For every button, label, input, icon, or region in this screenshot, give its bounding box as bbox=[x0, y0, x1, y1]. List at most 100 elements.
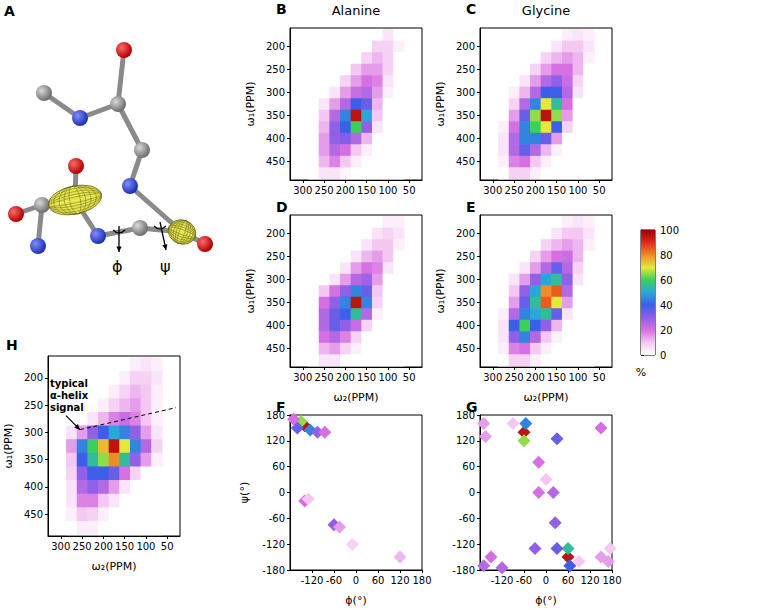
svg-text:80: 80 bbox=[660, 250, 673, 261]
svg-text:-60: -60 bbox=[326, 575, 342, 586]
svg-text:ω₁(PPM): ω₁(PPM) bbox=[2, 424, 15, 469]
svg-text:50: 50 bbox=[403, 372, 416, 383]
svg-text:60: 60 bbox=[562, 575, 575, 586]
svg-text:50: 50 bbox=[593, 185, 606, 196]
svg-text:0: 0 bbox=[353, 575, 359, 586]
svg-text:C: C bbox=[466, 1, 476, 17]
svg-text:D: D bbox=[276, 199, 288, 215]
svg-text:ψ: ψ bbox=[160, 257, 171, 276]
svg-text:450: 450 bbox=[24, 509, 43, 520]
svg-text:-60: -60 bbox=[269, 513, 285, 524]
svg-text:ψ(°): ψ(°) bbox=[238, 482, 251, 503]
svg-text:200: 200 bbox=[266, 228, 285, 239]
svg-text:200: 200 bbox=[526, 185, 545, 196]
svg-text:400: 400 bbox=[266, 133, 285, 144]
svg-text:300: 300 bbox=[293, 372, 312, 383]
svg-text:180: 180 bbox=[456, 410, 475, 421]
svg-text:B: B bbox=[276, 1, 287, 17]
svg-text:200: 200 bbox=[456, 228, 475, 239]
svg-text:450: 450 bbox=[266, 156, 285, 167]
svg-text:60: 60 bbox=[372, 575, 385, 586]
svg-text:300: 300 bbox=[24, 427, 43, 438]
svg-text:180: 180 bbox=[266, 410, 285, 421]
svg-text:ω₂(PPM): ω₂(PPM) bbox=[334, 391, 379, 404]
svg-text:300: 300 bbox=[51, 541, 70, 552]
svg-text:200: 200 bbox=[94, 541, 113, 552]
svg-text:E: E bbox=[466, 199, 476, 215]
svg-text:450: 450 bbox=[266, 343, 285, 354]
svg-text:ϕ(°): ϕ(°) bbox=[345, 594, 366, 607]
svg-text:250: 250 bbox=[315, 372, 334, 383]
svg-text:180: 180 bbox=[602, 575, 621, 586]
svg-text:200: 200 bbox=[336, 372, 355, 383]
svg-text:200: 200 bbox=[336, 185, 355, 196]
svg-text:60: 60 bbox=[462, 461, 475, 472]
svg-text:H: H bbox=[6, 337, 18, 353]
svg-text:A: A bbox=[4, 3, 15, 19]
svg-text:250: 250 bbox=[456, 251, 475, 262]
svg-text:250: 250 bbox=[315, 185, 334, 196]
svg-text:250: 250 bbox=[266, 251, 285, 262]
svg-text:250: 250 bbox=[505, 372, 524, 383]
svg-text:100: 100 bbox=[568, 372, 587, 383]
svg-text:ω₂(PPM): ω₂(PPM) bbox=[524, 391, 569, 404]
svg-text:400: 400 bbox=[266, 320, 285, 331]
svg-text:ϕ: ϕ bbox=[112, 257, 123, 276]
svg-text:120: 120 bbox=[266, 435, 285, 446]
svg-text:250: 250 bbox=[24, 400, 43, 411]
svg-text:200: 200 bbox=[526, 372, 545, 383]
svg-text:50: 50 bbox=[403, 185, 416, 196]
svg-text:%: % bbox=[636, 366, 646, 379]
svg-text:180: 180 bbox=[412, 575, 431, 586]
svg-text:300: 300 bbox=[266, 87, 285, 98]
svg-text:α-helix: α-helix bbox=[50, 390, 92, 401]
svg-text:350: 350 bbox=[456, 297, 475, 308]
svg-text:300: 300 bbox=[456, 274, 475, 285]
svg-text:450: 450 bbox=[456, 343, 475, 354]
svg-text:120: 120 bbox=[390, 575, 409, 586]
svg-text:0: 0 bbox=[660, 350, 666, 361]
svg-text:300: 300 bbox=[266, 274, 285, 285]
svg-text:350: 350 bbox=[456, 110, 475, 121]
svg-text:350: 350 bbox=[24, 454, 43, 465]
svg-text:150: 150 bbox=[547, 185, 566, 196]
svg-text:-120: -120 bbox=[262, 539, 285, 550]
svg-text:typical: typical bbox=[50, 378, 91, 389]
svg-text:200: 200 bbox=[456, 41, 475, 52]
svg-text:400: 400 bbox=[24, 481, 43, 492]
svg-text:400: 400 bbox=[456, 320, 475, 331]
svg-text:100: 100 bbox=[378, 372, 397, 383]
svg-text:450: 450 bbox=[456, 156, 475, 167]
svg-text:120: 120 bbox=[580, 575, 599, 586]
svg-text:ω₂(PPM): ω₂(PPM) bbox=[92, 560, 137, 573]
svg-text:300: 300 bbox=[293, 185, 312, 196]
svg-text:50: 50 bbox=[593, 372, 606, 383]
svg-text:20: 20 bbox=[660, 325, 673, 336]
svg-text:signal: signal bbox=[50, 402, 84, 413]
svg-text:ω₁(PPM): ω₁(PPM) bbox=[434, 269, 447, 314]
svg-text:-120: -120 bbox=[452, 539, 475, 550]
svg-text:200: 200 bbox=[266, 41, 285, 52]
svg-text:100: 100 bbox=[378, 185, 397, 196]
svg-text:300: 300 bbox=[483, 185, 502, 196]
svg-text:-60: -60 bbox=[516, 575, 532, 586]
svg-text:ϕ(°): ϕ(°) bbox=[535, 594, 556, 607]
svg-text:-180: -180 bbox=[262, 565, 285, 576]
svg-text:250: 250 bbox=[456, 64, 475, 75]
svg-text:Alanine: Alanine bbox=[332, 3, 381, 18]
svg-text:150: 150 bbox=[357, 372, 376, 383]
svg-text:50: 50 bbox=[161, 541, 174, 552]
svg-text:300: 300 bbox=[483, 372, 502, 383]
svg-text:ω₁(PPM): ω₁(PPM) bbox=[244, 269, 257, 314]
svg-text:150: 150 bbox=[357, 185, 376, 196]
svg-text:250: 250 bbox=[73, 541, 92, 552]
svg-text:250: 250 bbox=[505, 185, 524, 196]
svg-text:350: 350 bbox=[266, 110, 285, 121]
svg-text:0: 0 bbox=[543, 575, 549, 586]
svg-text:200: 200 bbox=[24, 372, 43, 383]
svg-text:-120: -120 bbox=[491, 575, 514, 586]
svg-text:-120: -120 bbox=[301, 575, 324, 586]
svg-text:150: 150 bbox=[547, 372, 566, 383]
svg-text:100: 100 bbox=[136, 541, 155, 552]
svg-text:ω₁(PPM): ω₁(PPM) bbox=[244, 82, 257, 127]
